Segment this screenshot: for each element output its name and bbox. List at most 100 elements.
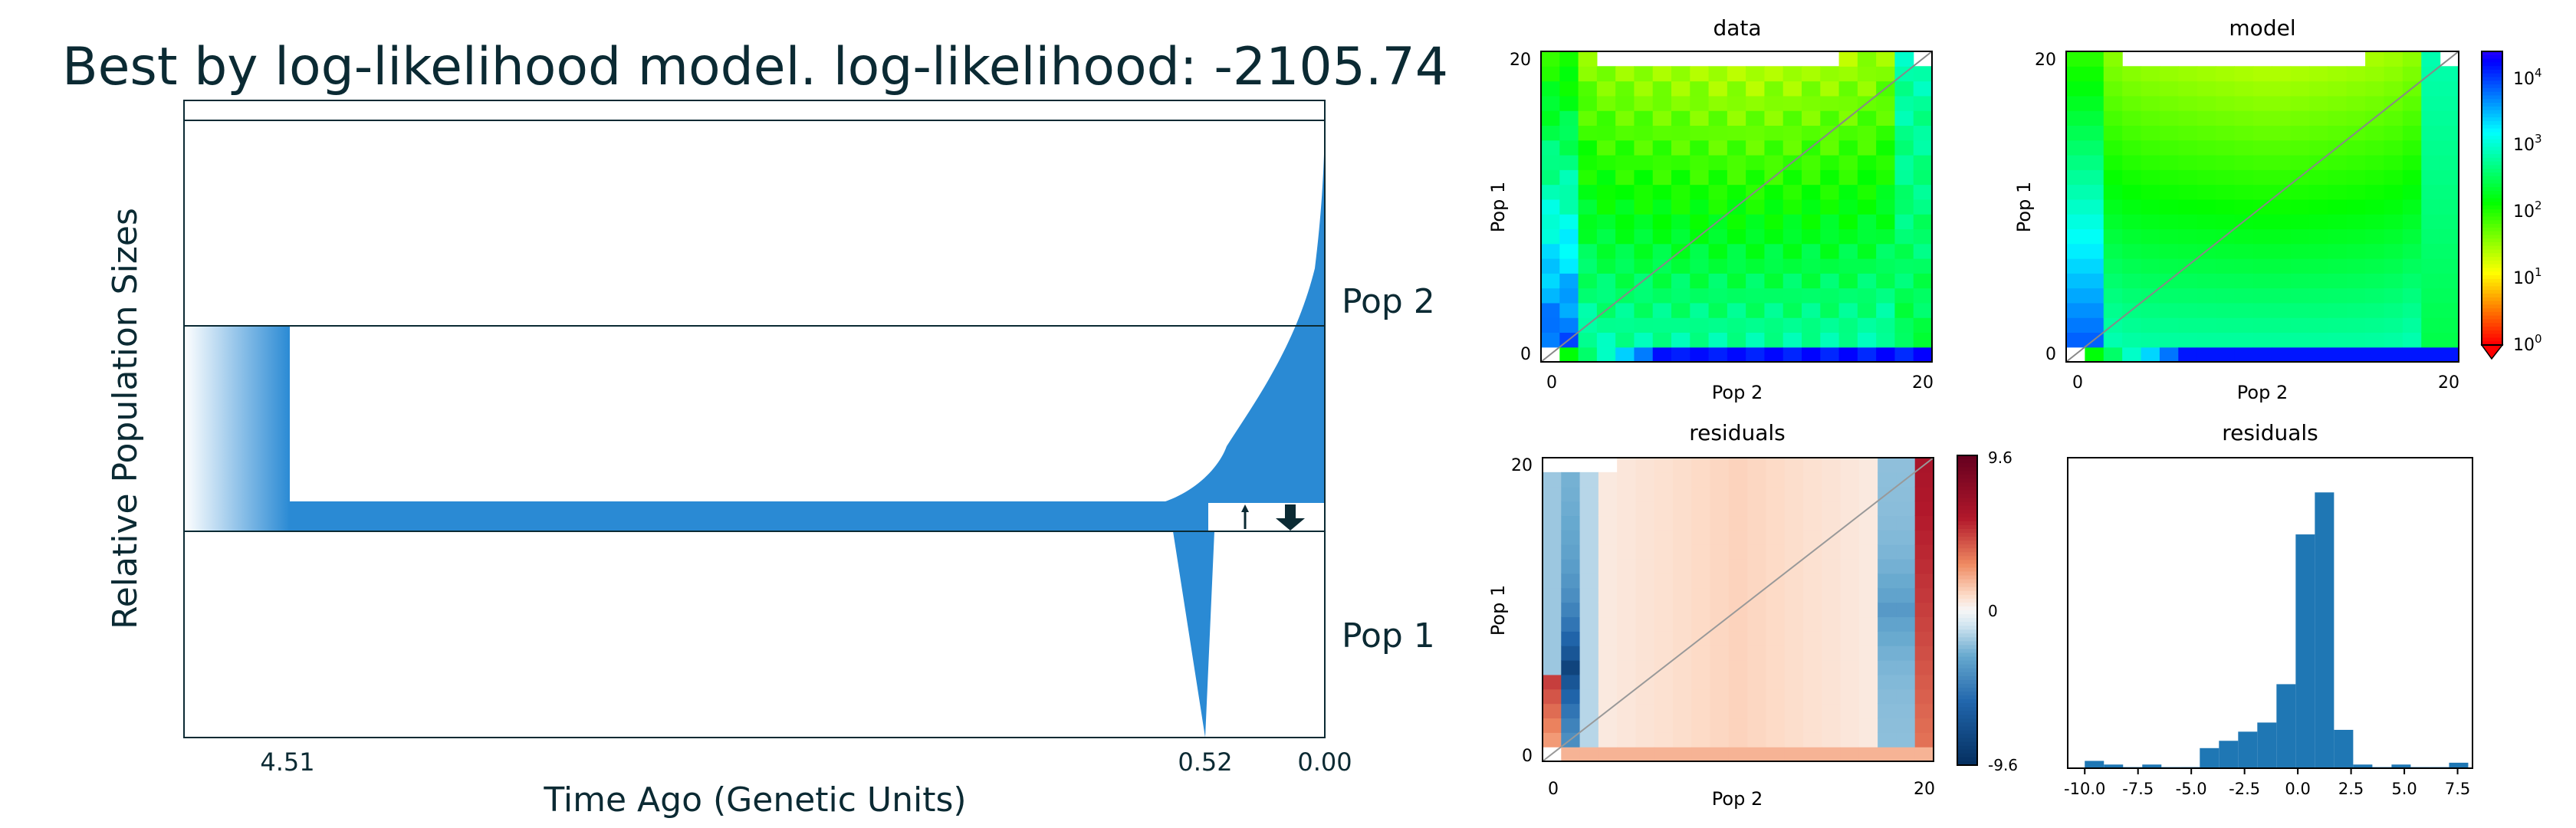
data-heatmap-title: data (1713, 15, 1761, 41)
heatmap-cell (1615, 347, 1635, 363)
heatmap-cell (1615, 169, 1635, 186)
residual-cell (1914, 602, 1934, 618)
heatmap-cell (2290, 125, 2310, 141)
residual-cell (1896, 573, 1916, 589)
residual-cell (1691, 732, 1711, 748)
residual-cell (1654, 718, 1674, 733)
heatmap-cell (2290, 155, 2310, 170)
residual-cell (1747, 515, 1767, 531)
heatmap-cell (1820, 288, 1840, 304)
heatmap-cell (2308, 243, 2328, 259)
heatmap-cell (1634, 347, 1654, 363)
heatmap-cell (2234, 332, 2254, 348)
heatmap-cell (1894, 288, 1914, 304)
heatmap-cell (2141, 347, 2160, 363)
heatmap-cell (1876, 214, 1896, 230)
heatmap-cell (1615, 110, 1635, 127)
heatmap-cell (1671, 332, 1691, 348)
heatmap-cell (2066, 140, 2085, 156)
residual-cell (1896, 703, 1916, 719)
heatmap-cell (1820, 214, 1840, 230)
residual-cell (1635, 646, 1655, 661)
heatmap-cell (2252, 214, 2272, 230)
residual-cell (1914, 646, 1934, 661)
heatmap-cell (2365, 302, 2385, 318)
heatmap-cell (1802, 199, 1821, 215)
residual-cell (1858, 646, 1878, 661)
heatmap-cell (2178, 80, 2198, 97)
heatmap-cell (2178, 243, 2198, 259)
heatmap-cell (1671, 273, 1691, 289)
heatmap-cell (2066, 302, 2085, 318)
heatmap-cell (1596, 288, 1616, 304)
residual-cell (1878, 573, 1898, 589)
residual-cell (1617, 660, 1637, 675)
heatmap-cell (2290, 347, 2310, 363)
resid-colorbar-min: -9.6 (1988, 756, 2018, 774)
heatmap-cell (2234, 273, 2254, 289)
heatmap-cell (1727, 140, 1746, 156)
heatmap-cell (1857, 110, 1877, 127)
residual-cell (1654, 587, 1674, 603)
colorbar-segment (1957, 606, 1977, 611)
heatmap-cell (1559, 95, 1579, 111)
heatmap-cell (1802, 302, 1821, 318)
colorbar-segment (2482, 275, 2502, 280)
residual-cell (1728, 646, 1748, 661)
pop-2-growth (1165, 115, 1325, 531)
residuals-heatmap-ylabel: Pop 1 (1487, 585, 1509, 636)
colorbar-segment (2482, 161, 2502, 166)
heatmap-cell (1746, 155, 1766, 170)
residual-cell (1561, 530, 1581, 545)
histogram-tick-label: -5.0 (2176, 780, 2207, 798)
residual-cell (1654, 602, 1674, 618)
heatmap-cell (2234, 80, 2254, 97)
data-heatmap-ylabel: Pop 1 (1487, 182, 1509, 232)
residual-cell (1543, 688, 1562, 705)
heatmap-cell (2196, 199, 2216, 215)
residual-cell (1766, 616, 1786, 632)
residual-cell (1654, 486, 1674, 502)
heatmap-cell (2252, 347, 2272, 363)
residual-cell (1747, 718, 1767, 733)
heatmap-cell (2216, 273, 2236, 289)
residual-cell (1635, 718, 1655, 733)
heatmap-cell (2234, 317, 2254, 334)
heatmap-cell (2122, 184, 2142, 200)
heatmap-cell (1820, 140, 1840, 156)
heatmap-cell (1838, 243, 1858, 259)
demography-xlabel: Time Ago (Genetic Units) (543, 780, 966, 820)
heatmap-cell (1671, 258, 1691, 274)
heatmap-cell (1746, 95, 1766, 111)
colorbar-segment (2482, 330, 2502, 335)
heatmap-cell (1802, 214, 1821, 230)
heatmap-cell (2122, 273, 2142, 289)
heatmap-cell (2196, 273, 2216, 289)
heatmap-cell (1876, 332, 1896, 348)
heatmap-cell (1913, 214, 1933, 230)
heatmap-cell (1838, 169, 1858, 186)
heatmap-cell (2328, 243, 2348, 259)
residual-cell (1728, 559, 1748, 574)
heatmap-cell (1671, 199, 1691, 215)
heatmap-cell (1913, 66, 1933, 82)
heatmap-cell (2290, 302, 2310, 318)
heatmap-cell (2122, 332, 2142, 348)
heatmap-cell (1783, 347, 1802, 363)
residual-cell (1598, 718, 1618, 733)
colorbar-segment (2482, 113, 2502, 118)
residual-cell (1598, 688, 1618, 705)
residual-cell (1784, 616, 1804, 632)
heatmap-cell (2196, 214, 2216, 230)
heatmap-cell (1541, 155, 1560, 170)
residual-cell (1635, 631, 1655, 646)
heatmap-cell (1634, 214, 1654, 230)
residual-cell (1747, 602, 1767, 618)
heatmap-cell (1690, 288, 1710, 304)
heatmap-cell (1894, 317, 1914, 334)
heatmap-cell (2402, 51, 2422, 67)
residual-cell (1858, 747, 1878, 762)
heatmap-cell (1652, 140, 1672, 156)
residual-cell (1598, 674, 1618, 690)
residual-cell (1617, 631, 1637, 646)
